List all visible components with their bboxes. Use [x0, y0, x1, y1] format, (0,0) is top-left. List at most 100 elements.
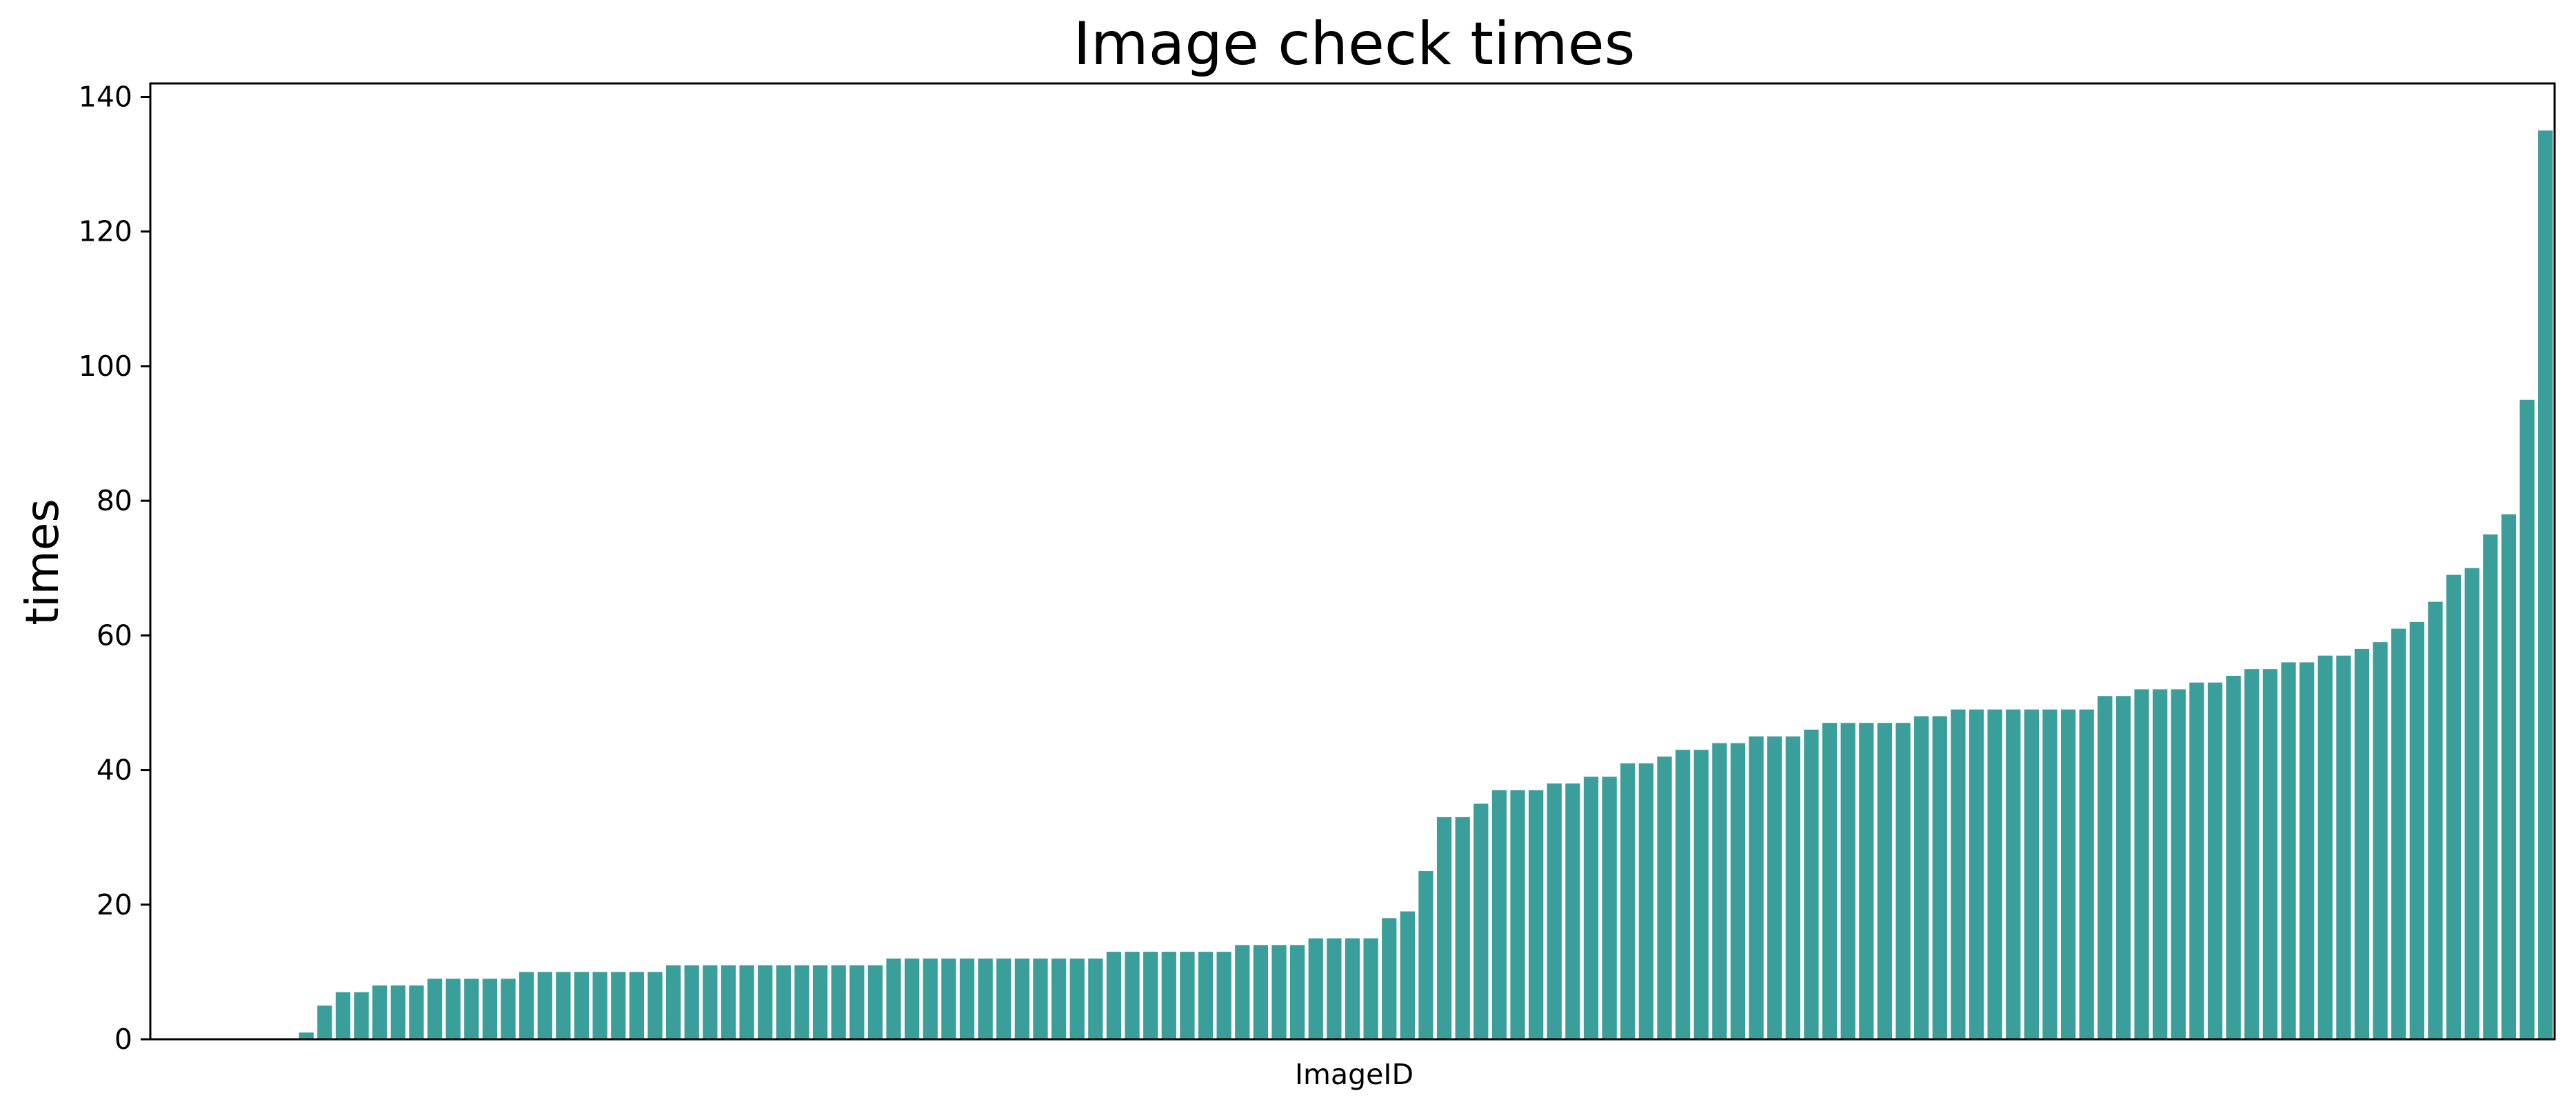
- bar: [2538, 130, 2553, 1039]
- bar: [2501, 514, 2517, 1039]
- bar: [1382, 918, 1397, 1039]
- bar: [1785, 736, 1800, 1039]
- bar: [867, 965, 883, 1039]
- x-axis-label: ImageID: [1295, 1058, 1413, 1091]
- bar: [941, 958, 956, 1039]
- bar: [1033, 958, 1048, 1039]
- bar: [2226, 675, 2241, 1039]
- bar: [611, 972, 626, 1039]
- bar: [299, 1032, 314, 1039]
- bar: [1730, 743, 1746, 1039]
- bar: [1877, 723, 1893, 1039]
- y-tick-label: 80: [97, 484, 132, 517]
- bar: [2134, 689, 2149, 1039]
- bar: [1198, 952, 1214, 1039]
- bar: [1455, 817, 1470, 1039]
- bar: [1271, 945, 1287, 1039]
- bar: [1363, 938, 1378, 1039]
- bar: [1895, 723, 1911, 1039]
- bar: [317, 1005, 332, 1039]
- bar: [592, 972, 607, 1039]
- bar: [2115, 696, 2131, 1039]
- bar: [1620, 763, 1636, 1039]
- y-tick-label: 0: [114, 1023, 132, 1056]
- bar: [923, 958, 938, 1039]
- y-tick-label: 140: [79, 81, 132, 114]
- bar: [2373, 642, 2388, 1039]
- y-tick-label: 100: [79, 350, 132, 383]
- bar: [776, 965, 791, 1039]
- bar: [335, 992, 351, 1039]
- bar: [2354, 648, 2370, 1039]
- bar: [1565, 783, 1580, 1039]
- bar: [1051, 958, 1067, 1039]
- bar: [1712, 743, 1727, 1039]
- bar: [1327, 938, 1342, 1039]
- bar: [1638, 763, 1654, 1039]
- bar: [1675, 750, 1691, 1039]
- bar: [2060, 709, 2076, 1039]
- bar: [1216, 952, 1231, 1039]
- bar: [1180, 952, 1195, 1039]
- y-axis-label: times: [16, 499, 69, 625]
- bar: [464, 979, 479, 1039]
- bar: [1125, 952, 1140, 1039]
- bar: [794, 965, 809, 1039]
- bar: [2042, 709, 2057, 1039]
- bar: [849, 965, 865, 1039]
- bar: [1767, 736, 1782, 1039]
- bar: [519, 972, 534, 1039]
- bar: [831, 965, 846, 1039]
- bar: [1657, 757, 1672, 1039]
- bar: [2519, 399, 2535, 1039]
- bar: [2409, 621, 2425, 1039]
- bar: [703, 965, 718, 1039]
- bar: [1987, 709, 2002, 1039]
- bars-group: [299, 130, 2553, 1039]
- bar: [684, 965, 699, 1039]
- bar: [2446, 574, 2462, 1039]
- bar: [1749, 736, 1764, 1039]
- bar: [1106, 952, 1122, 1039]
- bar: [1914, 716, 1929, 1039]
- bar: [1693, 750, 1709, 1039]
- bar: [1235, 945, 1250, 1039]
- bar: [1547, 783, 1562, 1039]
- bar: [1491, 790, 1507, 1039]
- bar: [2300, 662, 2315, 1039]
- bar: [978, 958, 993, 1039]
- bar: [1161, 952, 1176, 1039]
- y-tick-label: 40: [97, 754, 132, 787]
- bar: [409, 985, 424, 1039]
- bar: [2262, 669, 2278, 1039]
- bar: [1859, 723, 1874, 1039]
- bar: [1951, 709, 1966, 1039]
- bar: [1822, 723, 1838, 1039]
- bar: [1290, 945, 1305, 1039]
- bar: [556, 972, 571, 1039]
- bar: [354, 992, 369, 1039]
- bar: [739, 965, 754, 1039]
- bar: [665, 965, 681, 1039]
- bar: [886, 958, 901, 1039]
- bar: [1436, 817, 1452, 1039]
- bar: [1969, 709, 1984, 1039]
- bar: [1253, 945, 1269, 1039]
- bar: [2281, 662, 2296, 1039]
- bar: [629, 972, 645, 1039]
- bar: [1088, 958, 1103, 1039]
- bar: [1014, 958, 1030, 1039]
- bar: [1345, 938, 1360, 1039]
- bar: [1143, 952, 1158, 1039]
- bar: [1308, 938, 1323, 1039]
- bar: [427, 979, 443, 1039]
- bar: [445, 979, 461, 1039]
- bar: [2483, 534, 2498, 1039]
- bar: [2428, 601, 2443, 1039]
- bar: [390, 985, 405, 1039]
- bar: [1932, 716, 1947, 1039]
- bar: [647, 972, 663, 1039]
- bar: [2336, 655, 2351, 1039]
- bar: [1400, 911, 1415, 1039]
